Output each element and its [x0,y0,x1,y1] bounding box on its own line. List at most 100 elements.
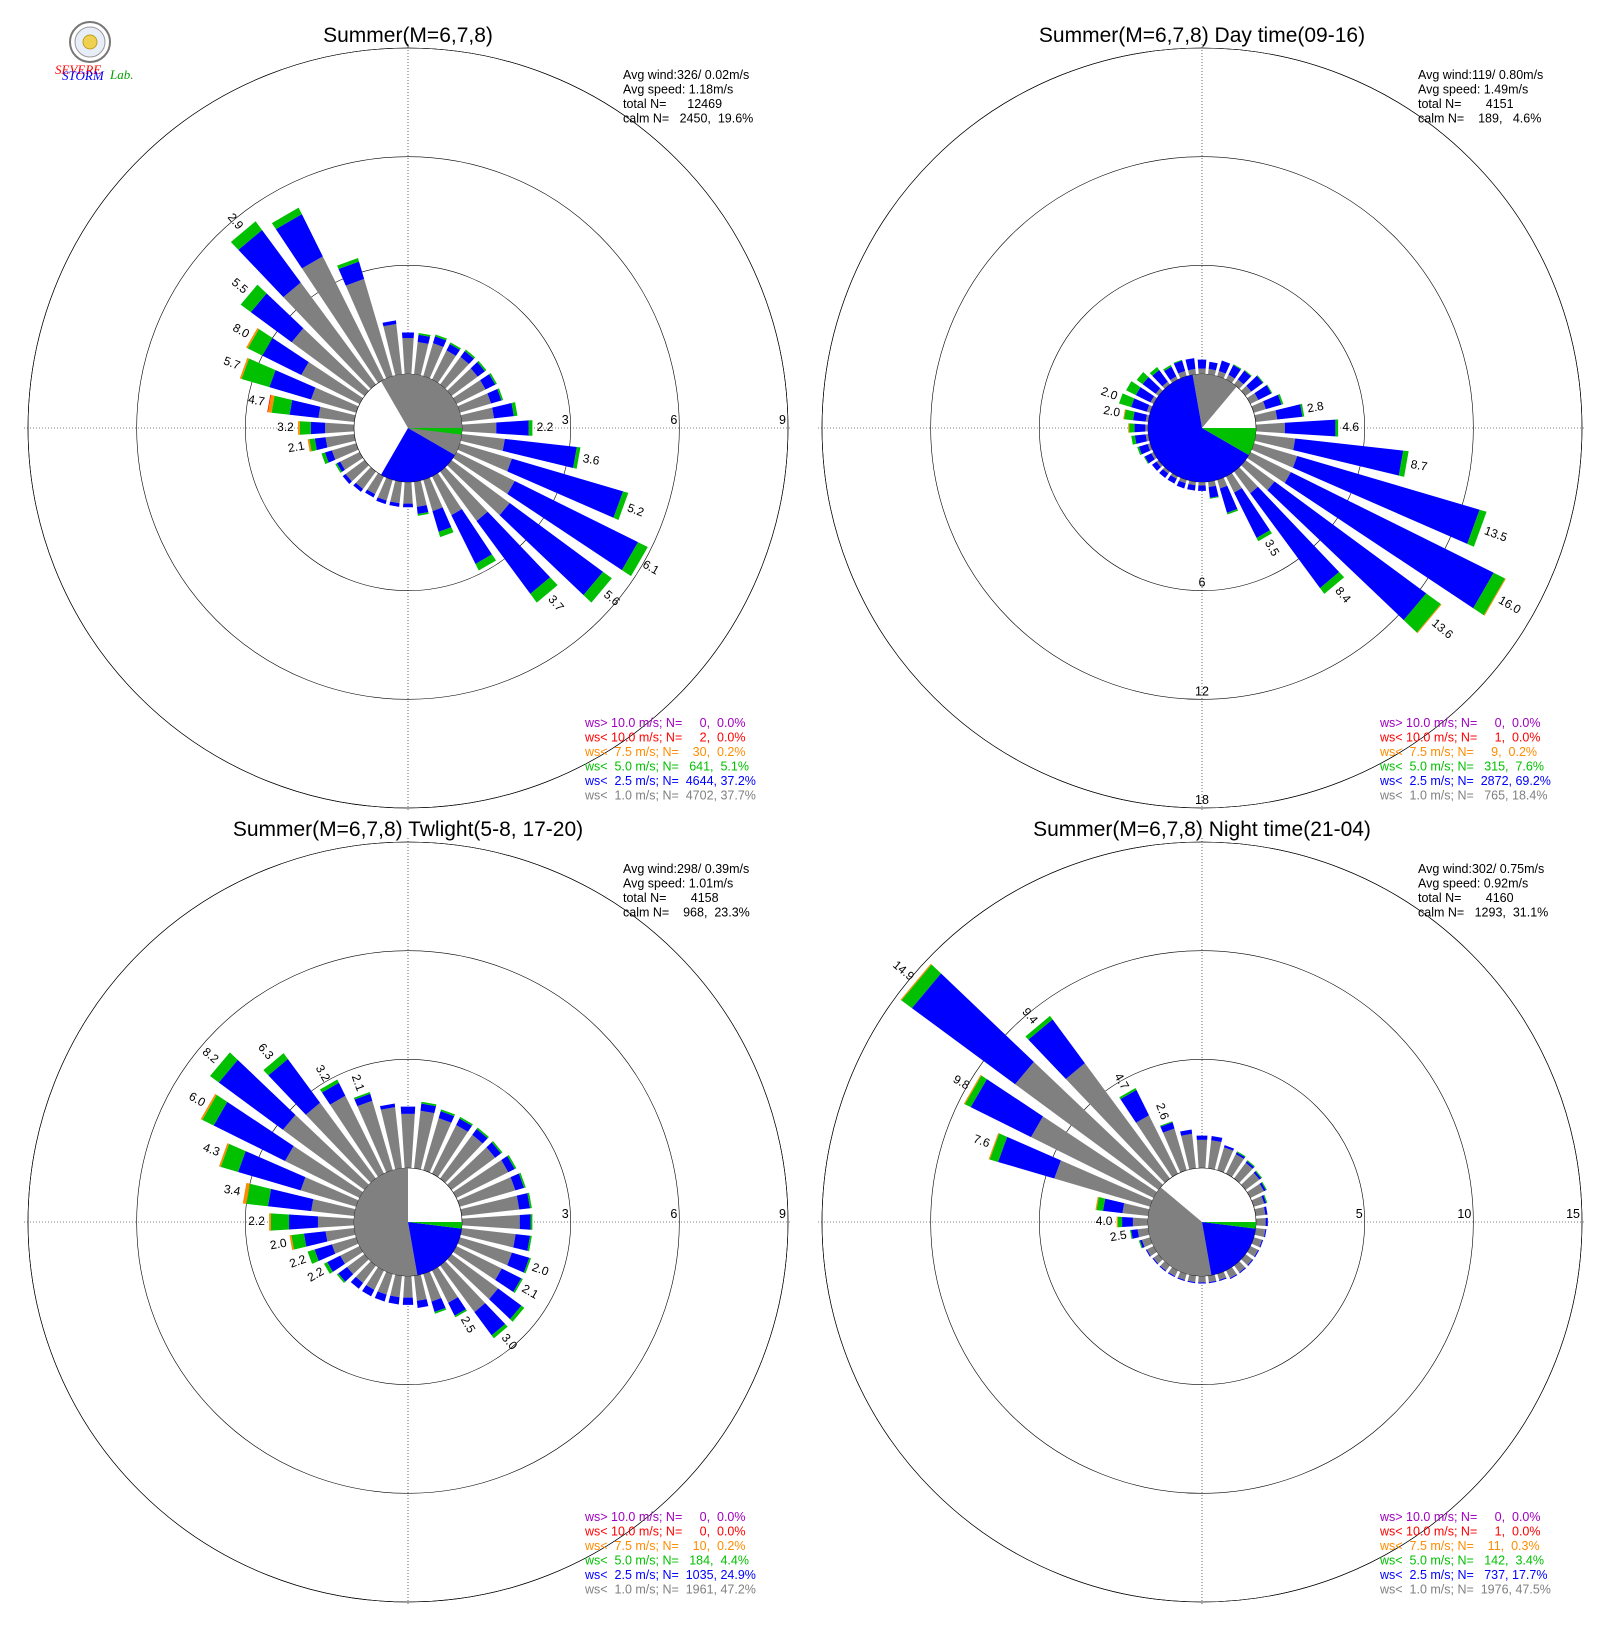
stat-avg-wind: Avg wind:326/ 0.02m/s [623,68,749,82]
bar-segment-110-3 [613,491,629,520]
bar-segment-0-1 [402,337,414,375]
bar-segment-280-5 [267,394,272,413]
bar-segment-320-1 [1162,381,1170,389]
legend-entry: ws< 2.5 m/s; N= 737, 17.7% [1379,1568,1547,1582]
bar-segment-330-3 [1163,365,1172,371]
stat-calm: calm N= 2450, 19.6% [623,112,753,126]
bar-segment-240-2 [327,1255,345,1272]
bar-segment-250-1 [1141,1237,1153,1248]
bar-segment-270-4 [1116,1216,1118,1228]
bar-segment-190-1 [1187,1274,1196,1283]
bar-segment-300-1 [1030,1116,1158,1198]
calm-wedge-gray [381,373,463,455]
bar-segment-150-2 [1234,488,1270,539]
bar-segment-80-3 [1300,403,1305,417]
bar-segment-240-3 [1143,456,1149,464]
bar-segment-30-1 [432,350,456,384]
bar-segment-210-1 [367,472,384,495]
bar-segment-290-4 [218,1143,230,1167]
bar-segment-330-3 [1119,1087,1137,1100]
bar-segment-170-2 [1208,1280,1217,1284]
bar-segment-50-1 [1241,1172,1260,1190]
logo-text-severe: SEVERE [55,62,101,77]
bar-segment-20-3 [440,1109,455,1117]
stat-calm: calm N= 189, 4.6% [1418,112,1541,126]
legend-entry: ws> 10.0 m/s; N= 0, 0.0% [1379,716,1541,730]
bar-segment-90-3 [530,1214,533,1230]
bar-value-label: 2.1 [349,1073,368,1094]
bar-segment-270-2 [1134,423,1146,433]
bar-segment-350-1 [1188,368,1196,376]
bar-segment-50-2 [1253,1171,1262,1180]
bar-segment-230-1 [347,1254,369,1275]
bar-segment-130-2 [1267,481,1427,621]
bar-segment-50-2 [470,362,485,377]
bar-value-label: 2.5 [1109,1228,1128,1245]
bar-segment-0-1 [1198,368,1206,375]
bar-segment-0-2 [400,1106,416,1114]
bar-segment-20-1 [423,343,444,379]
bar-segment-130-2 [489,1288,522,1320]
bar-segment-120-1 [452,1246,502,1280]
bar-segment-110-2 [507,1252,530,1273]
bar-segment-10-1 [414,341,429,376]
bar-value-label: 5.2 [625,501,646,520]
bar-segment-300-2 [262,337,309,375]
bar-segment-270-3 [270,1213,290,1231]
bar-segment-220-2 [1159,1265,1167,1272]
bar-segment-250-2 [1138,444,1151,455]
bar-segment-270-2 [289,1214,318,1230]
bar-segment-150-1 [432,472,462,516]
bar-value-label: 3.5 [1262,537,1283,559]
bar-segment-160-1 [423,477,443,512]
bar-segment-140-1 [440,1261,486,1313]
bar-value-label: 8.4 [1332,584,1354,606]
bar-segment-270-1 [325,422,355,434]
bar-segment-0-2 [1196,1135,1208,1140]
bar-segment-90-2 [496,420,529,436]
legend-entry: ws< 2.5 m/s; N= 2872, 69.2% [1379,774,1551,788]
bar-segment-10-2 [417,334,431,344]
bar-value-label: 2.2 [287,1252,308,1271]
bar-segment-280-2 [267,1188,314,1212]
bar-segment-90-3 [528,420,533,436]
bar-segment-70-1 [457,393,492,413]
bar-segment-60-2 [1259,1182,1266,1192]
bar-segment-100-1 [1254,434,1296,451]
bar-segment-170-2 [416,505,429,515]
bar-segment-230-2 [338,1266,354,1282]
bar-segment-120-2 [507,481,639,571]
bar-segment-240-2 [1144,453,1155,464]
calm-wedge-blue [408,1222,462,1276]
bar-segment-220-1 [355,467,376,489]
bar-segment-70-2 [1261,1195,1267,1204]
bar-segment-150-3 [475,554,497,571]
bar-segment-270-2 [1122,1216,1133,1228]
bar-segment-240-2 [1145,1249,1151,1257]
stat-avg-speed: Avg speed: 1.01m/s [623,877,733,891]
bar-segment-230-1 [345,460,369,482]
bar-segment-110-3 [1467,509,1487,547]
bar-segment-210-1 [366,1266,384,1290]
bar-segment-290-3 [989,1133,1008,1162]
bar-segment-250-1 [331,1237,359,1254]
bar-segment-10-2 [1211,1135,1223,1143]
bar-segment-40-1 [440,1134,483,1183]
panel-title: Summer(M=6,7,8) Twlight(5-8, 17-20) [233,818,583,841]
bar-segment-340-3 [337,258,360,269]
bar-segment-160-2 [1219,1277,1227,1282]
bar-segment-200-2 [1176,480,1186,489]
calm-wedge-green [1202,428,1256,455]
bar-segment-70-3 [1263,1194,1268,1204]
bar-segment-250-1 [1147,443,1153,451]
ring-label: 5 [1356,1207,1363,1221]
stat-avg-speed: Avg speed: 1.49m/s [1418,83,1528,97]
bar-segment-130-1 [1241,460,1275,491]
bar-segment-30-3 [449,342,461,350]
legend-entry: ws< 5.0 m/s; N= 184, 4.4% [584,1554,749,1568]
bar-segment-210-2 [365,489,376,498]
bar-segment-100-3 [573,446,581,469]
bar-segment-50-3 [1256,375,1264,384]
bar-value-label: 5.6 [601,587,623,609]
bar-segment-290-3 [241,358,276,388]
